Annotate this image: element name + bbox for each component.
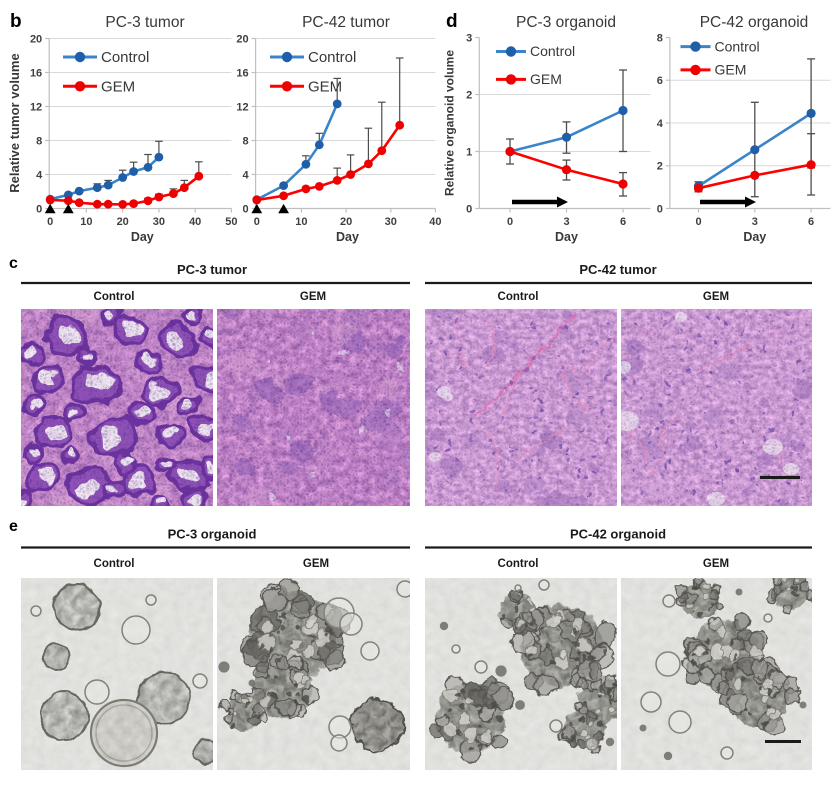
svg-text:2: 2 — [466, 89, 472, 101]
svg-text:50: 50 — [225, 216, 237, 228]
svg-text:16: 16 — [236, 67, 248, 79]
svg-text:Day: Day — [336, 230, 359, 244]
svg-text:GEM: GEM — [101, 78, 135, 95]
svg-text:40: 40 — [429, 216, 441, 228]
svg-text:PC-3 tumor: PC-3 tumor — [177, 262, 247, 277]
svg-text:0: 0 — [47, 216, 53, 228]
svg-text:GEM: GEM — [715, 62, 747, 78]
svg-text:20: 20 — [30, 33, 42, 45]
svg-text:PC-3 tumor: PC-3 tumor — [105, 14, 184, 31]
svg-text:PC-42 organoid: PC-42 organoid — [700, 14, 809, 31]
svg-text:6: 6 — [657, 75, 663, 87]
svg-text:0: 0 — [507, 216, 513, 228]
svg-text:3: 3 — [563, 216, 569, 228]
svg-text:Control: Control — [715, 38, 760, 54]
svg-text:8: 8 — [657, 32, 663, 44]
svg-text:10: 10 — [80, 216, 92, 228]
svg-text:Control: Control — [101, 49, 149, 66]
svg-text:12: 12 — [30, 101, 42, 113]
svg-text:Day: Day — [131, 230, 154, 244]
svg-text:6: 6 — [808, 216, 814, 228]
svg-text:2: 2 — [657, 161, 663, 173]
svg-text:30: 30 — [385, 216, 397, 228]
svg-text:40: 40 — [189, 216, 201, 228]
svg-text:30: 30 — [153, 216, 165, 228]
svg-text:PC-42 organoid: PC-42 organoid — [570, 527, 666, 542]
svg-text:12: 12 — [236, 101, 248, 113]
svg-text:Control: Control — [94, 558, 135, 570]
svg-text:0: 0 — [242, 203, 248, 215]
svg-text:20: 20 — [117, 216, 129, 228]
svg-text:GEM: GEM — [703, 291, 729, 303]
svg-text:Control: Control — [498, 558, 539, 570]
svg-text:3: 3 — [752, 216, 758, 228]
svg-text:16: 16 — [30, 67, 42, 79]
svg-text:GEM: GEM — [530, 71, 562, 87]
svg-text:0: 0 — [657, 203, 663, 215]
svg-text:8: 8 — [242, 135, 248, 147]
svg-text:Control: Control — [530, 43, 575, 59]
svg-text:8: 8 — [36, 135, 42, 147]
svg-text:GEM: GEM — [308, 78, 342, 95]
svg-text:PC-3 organoid: PC-3 organoid — [168, 527, 257, 542]
svg-text:c: c — [9, 255, 18, 272]
svg-text:PC-42 tumor: PC-42 tumor — [302, 14, 390, 31]
svg-text:GEM: GEM — [303, 558, 329, 570]
svg-text:PC-42 tumor: PC-42 tumor — [579, 262, 656, 277]
svg-text:4: 4 — [657, 118, 664, 130]
svg-text:Control: Control — [94, 291, 135, 303]
svg-text:d: d — [446, 11, 458, 32]
svg-text:Relative organoid volume: Relative organoid volume — [443, 50, 457, 196]
svg-text:PC-3 organoid: PC-3 organoid — [516, 14, 616, 31]
svg-text:0: 0 — [695, 216, 701, 228]
svg-text:Day: Day — [743, 230, 766, 244]
svg-text:0: 0 — [254, 216, 260, 228]
svg-text:6: 6 — [620, 216, 626, 228]
svg-text:GEM: GEM — [300, 291, 326, 303]
svg-text:4: 4 — [242, 169, 249, 181]
svg-text:10: 10 — [295, 216, 307, 228]
svg-text:b: b — [10, 11, 22, 32]
svg-text:Day: Day — [555, 230, 578, 244]
svg-text:0: 0 — [466, 203, 472, 215]
svg-text:Control: Control — [308, 49, 356, 66]
svg-text:20: 20 — [340, 216, 352, 228]
svg-text:3: 3 — [466, 32, 472, 44]
svg-text:e: e — [9, 518, 18, 535]
svg-text:Control: Control — [498, 291, 539, 303]
svg-text:Relative tumor volume: Relative tumor volume — [7, 53, 22, 192]
svg-text:1: 1 — [466, 146, 472, 158]
svg-text:GEM: GEM — [703, 558, 729, 570]
svg-text:4: 4 — [36, 169, 43, 181]
svg-text:0: 0 — [36, 203, 42, 215]
svg-text:20: 20 — [236, 33, 248, 45]
